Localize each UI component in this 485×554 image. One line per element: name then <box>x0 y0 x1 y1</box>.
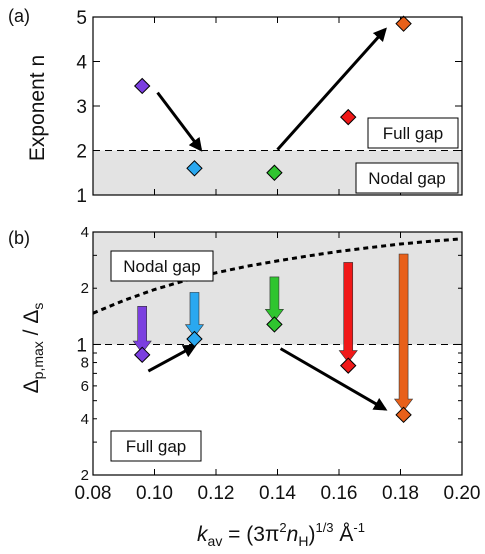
y-tick-label: 1 <box>76 335 87 356</box>
x-tick-label: 0.08 <box>75 483 112 504</box>
y-axis-label: Δp,max / Δs <box>20 303 46 394</box>
y-minor-tick-label: 2 <box>81 280 89 297</box>
data-point <box>395 406 412 424</box>
gap-arrow <box>184 292 205 338</box>
trend-arrow <box>279 347 388 411</box>
trend-arrow <box>156 91 203 152</box>
data-points <box>133 316 412 424</box>
data-points <box>133 15 412 181</box>
y-minor-tick-label: 2 <box>81 467 89 484</box>
y-minor-tick-label: 6 <box>81 378 89 395</box>
x-axis-label: kav = (3π2nH)1/3 Å-1 <box>197 520 365 549</box>
plot-frame <box>92 16 463 196</box>
y-axis-label: Exponent n <box>26 55 49 161</box>
nodal-gap-box: Nodal gap <box>355 162 459 194</box>
full-gap-label: Full gap <box>126 437 186 456</box>
full-gap-box: Full gap <box>110 430 202 462</box>
y-tick-label: 3 <box>76 97 87 118</box>
y-tick-label: 5 <box>76 8 87 29</box>
full-gap-box: Full gap <box>367 117 459 149</box>
nodal-gap-label: Nodal gap <box>368 169 446 188</box>
x-tick-label: 0.10 <box>136 483 173 504</box>
trend-arrow <box>147 344 197 373</box>
gap-arrow <box>393 253 414 412</box>
y-tick-label: 1 <box>76 186 87 207</box>
x-tick-label: 0.20 <box>444 483 481 504</box>
nodal-gap-label: Nodal gap <box>123 257 201 276</box>
gap-arrow <box>338 262 358 364</box>
panel-label: (b) <box>8 228 30 248</box>
x-tick-label: 0.18 <box>382 483 419 504</box>
data-point <box>186 160 203 177</box>
gap-arrow <box>132 306 152 354</box>
gap-arrows <box>132 253 414 412</box>
y-minor-tick-label: 8 <box>81 355 89 372</box>
data-point <box>340 108 357 126</box>
gap-arrow <box>264 276 285 322</box>
x-tick-label: 0.16 <box>321 483 358 504</box>
x-tick-label: 0.14 <box>259 483 296 504</box>
data-point <box>266 316 283 333</box>
x-tick-label: 0.12 <box>198 483 235 504</box>
x-ticks: 0.08 0.10 0.12 0.14 0.16 0.18 0.20 <box>75 232 481 504</box>
y-tick-label: 2 <box>76 142 87 163</box>
y-minor-tick-label: 4 <box>81 411 89 428</box>
data-point <box>133 77 151 95</box>
trend-arrows <box>156 27 387 152</box>
trend-arrow <box>276 27 387 151</box>
gap-ratio-curve <box>92 237 463 315</box>
data-point <box>395 15 412 32</box>
y-tick-label: 4 <box>76 53 87 74</box>
panel-a: 1 2 3 4 5 Full gap Nodal gap (a) Exponent n <box>8 6 463 207</box>
data-point <box>340 357 357 374</box>
data-point <box>133 346 151 364</box>
data-point <box>266 164 283 181</box>
full-gap-label: Full gap <box>383 124 443 143</box>
data-point <box>186 330 203 348</box>
y-ticks: 1 4 2 8 6 4 2 <box>76 224 462 484</box>
trend-arrows <box>147 344 388 411</box>
panel-label: (a) <box>8 6 30 26</box>
nodal-gap-box: Nodal gap <box>110 250 214 282</box>
y-minor-tick-label: 4 <box>81 224 89 241</box>
